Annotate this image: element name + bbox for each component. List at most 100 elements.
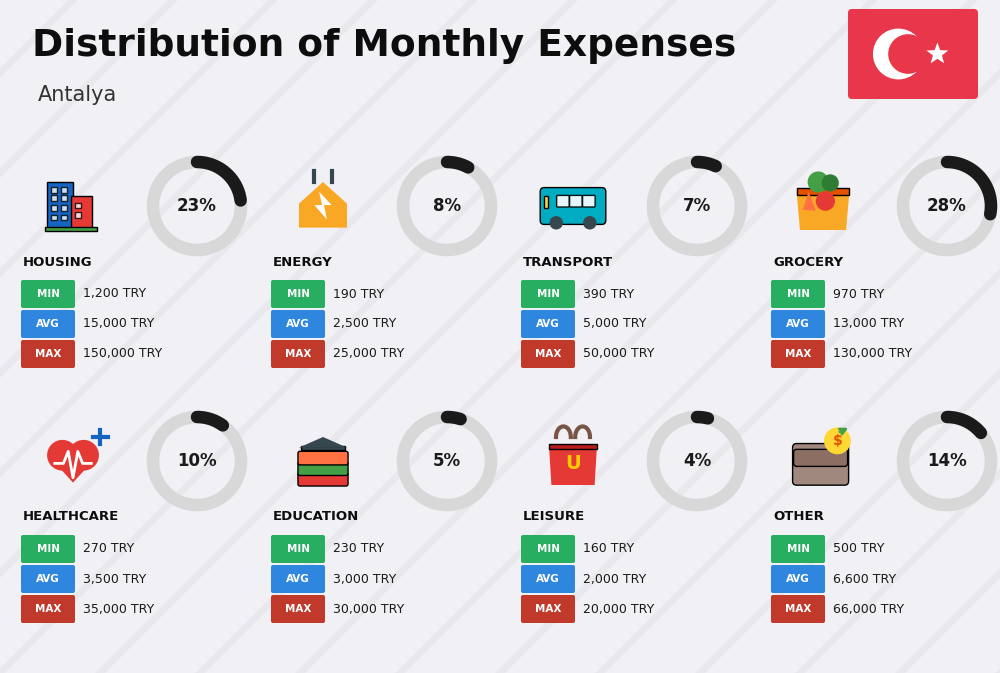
Circle shape bbox=[873, 28, 924, 79]
Text: AVG: AVG bbox=[286, 319, 310, 329]
Text: 1,200 TRY: 1,200 TRY bbox=[83, 287, 146, 301]
Polygon shape bbox=[299, 437, 347, 448]
Text: 5,000 TRY: 5,000 TRY bbox=[583, 318, 646, 330]
Circle shape bbox=[824, 427, 851, 454]
Text: 8%: 8% bbox=[433, 197, 461, 215]
Text: 4%: 4% bbox=[683, 452, 711, 470]
Text: 5%: 5% bbox=[433, 452, 461, 470]
FancyBboxPatch shape bbox=[51, 215, 57, 220]
Text: 15,000 TRY: 15,000 TRY bbox=[83, 318, 154, 330]
FancyBboxPatch shape bbox=[271, 595, 325, 623]
Text: 230 TRY: 230 TRY bbox=[333, 542, 384, 555]
Text: MAX: MAX bbox=[785, 349, 811, 359]
FancyBboxPatch shape bbox=[21, 280, 75, 308]
Text: 28%: 28% bbox=[927, 197, 967, 215]
FancyBboxPatch shape bbox=[570, 195, 582, 207]
Text: 14%: 14% bbox=[927, 452, 967, 470]
FancyBboxPatch shape bbox=[521, 280, 575, 308]
Text: U: U bbox=[565, 454, 581, 473]
FancyBboxPatch shape bbox=[301, 446, 345, 450]
Text: MAX: MAX bbox=[285, 349, 311, 359]
FancyBboxPatch shape bbox=[797, 188, 849, 195]
FancyBboxPatch shape bbox=[521, 565, 575, 593]
FancyBboxPatch shape bbox=[794, 450, 848, 466]
FancyBboxPatch shape bbox=[271, 280, 325, 308]
Text: Antalya: Antalya bbox=[38, 85, 117, 105]
Text: 190 TRY: 190 TRY bbox=[333, 287, 384, 301]
Text: 3,000 TRY: 3,000 TRY bbox=[333, 573, 396, 586]
FancyBboxPatch shape bbox=[583, 195, 595, 207]
FancyBboxPatch shape bbox=[771, 310, 825, 338]
Text: 35,000 TRY: 35,000 TRY bbox=[83, 602, 154, 616]
Text: 160 TRY: 160 TRY bbox=[583, 542, 634, 555]
Text: MIN: MIN bbox=[786, 289, 810, 299]
FancyBboxPatch shape bbox=[271, 310, 325, 338]
Text: MAX: MAX bbox=[285, 604, 311, 614]
FancyBboxPatch shape bbox=[71, 197, 92, 230]
Text: MAX: MAX bbox=[35, 604, 61, 614]
Text: MIN: MIN bbox=[36, 544, 60, 554]
Text: $: $ bbox=[833, 434, 842, 448]
Polygon shape bbox=[797, 192, 849, 230]
Polygon shape bbox=[48, 455, 98, 483]
Circle shape bbox=[549, 216, 563, 229]
Text: 500 TRY: 500 TRY bbox=[833, 542, 884, 555]
Text: 970 TRY: 970 TRY bbox=[833, 287, 884, 301]
Text: 20,000 TRY: 20,000 TRY bbox=[583, 602, 654, 616]
Text: GROCERY: GROCERY bbox=[773, 256, 843, 269]
Text: MAX: MAX bbox=[35, 349, 61, 359]
FancyBboxPatch shape bbox=[521, 310, 575, 338]
Circle shape bbox=[47, 440, 78, 470]
Text: 150,000 TRY: 150,000 TRY bbox=[83, 347, 162, 361]
Text: MIN: MIN bbox=[287, 289, 310, 299]
Polygon shape bbox=[926, 42, 948, 63]
Circle shape bbox=[808, 172, 829, 192]
Text: MIN: MIN bbox=[536, 289, 560, 299]
Text: MIN: MIN bbox=[786, 544, 810, 554]
FancyBboxPatch shape bbox=[298, 472, 348, 486]
Text: 270 TRY: 270 TRY bbox=[83, 542, 134, 555]
FancyBboxPatch shape bbox=[21, 535, 75, 563]
FancyBboxPatch shape bbox=[298, 462, 348, 476]
FancyBboxPatch shape bbox=[848, 9, 978, 99]
Text: 23%: 23% bbox=[177, 197, 217, 215]
Text: 50,000 TRY: 50,000 TRY bbox=[583, 347, 654, 361]
Text: 2,000 TRY: 2,000 TRY bbox=[583, 573, 646, 586]
Text: HOUSING: HOUSING bbox=[23, 256, 93, 269]
FancyBboxPatch shape bbox=[51, 187, 57, 193]
Polygon shape bbox=[299, 182, 347, 227]
FancyBboxPatch shape bbox=[21, 340, 75, 368]
Text: LEISURE: LEISURE bbox=[523, 511, 585, 524]
Text: 130,000 TRY: 130,000 TRY bbox=[833, 347, 912, 361]
FancyBboxPatch shape bbox=[61, 205, 67, 211]
FancyBboxPatch shape bbox=[521, 535, 575, 563]
FancyBboxPatch shape bbox=[521, 340, 575, 368]
Text: AVG: AVG bbox=[36, 574, 60, 584]
FancyBboxPatch shape bbox=[771, 280, 825, 308]
FancyBboxPatch shape bbox=[557, 195, 569, 207]
Text: 25,000 TRY: 25,000 TRY bbox=[333, 347, 404, 361]
Text: 10%: 10% bbox=[177, 452, 217, 470]
Text: EDUCATION: EDUCATION bbox=[273, 511, 359, 524]
Polygon shape bbox=[314, 192, 332, 219]
Text: MIN: MIN bbox=[36, 289, 60, 299]
Text: AVG: AVG bbox=[786, 574, 810, 584]
Text: MAX: MAX bbox=[785, 604, 811, 614]
FancyBboxPatch shape bbox=[521, 595, 575, 623]
FancyBboxPatch shape bbox=[61, 195, 67, 201]
Text: AVG: AVG bbox=[36, 319, 60, 329]
FancyBboxPatch shape bbox=[771, 595, 825, 623]
FancyBboxPatch shape bbox=[51, 205, 57, 211]
Text: 13,000 TRY: 13,000 TRY bbox=[833, 318, 904, 330]
Circle shape bbox=[68, 440, 99, 470]
FancyBboxPatch shape bbox=[771, 535, 825, 563]
FancyBboxPatch shape bbox=[75, 203, 81, 209]
FancyBboxPatch shape bbox=[21, 565, 75, 593]
Circle shape bbox=[888, 34, 928, 74]
FancyBboxPatch shape bbox=[549, 444, 597, 450]
FancyBboxPatch shape bbox=[271, 535, 325, 563]
Text: MAX: MAX bbox=[535, 604, 561, 614]
Text: AVG: AVG bbox=[786, 319, 810, 329]
Text: 7%: 7% bbox=[683, 197, 711, 215]
Text: 6,600 TRY: 6,600 TRY bbox=[833, 573, 896, 586]
